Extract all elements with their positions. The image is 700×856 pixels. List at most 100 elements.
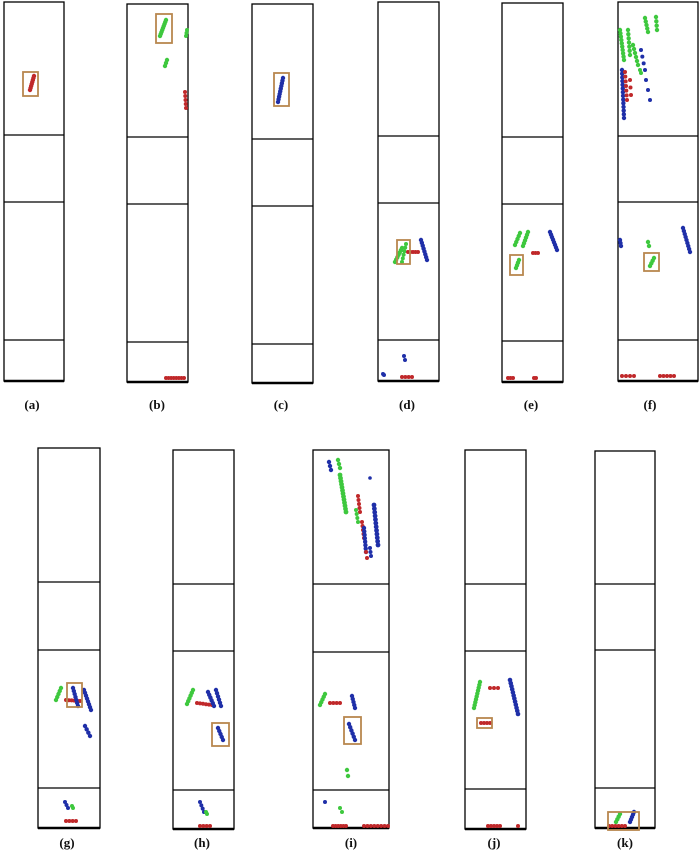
red-point bbox=[624, 84, 628, 88]
panel-caption-c: (c) bbox=[273, 397, 289, 412]
green-point bbox=[654, 19, 659, 24]
panel-caption-i: (i) bbox=[344, 835, 358, 850]
red-point bbox=[379, 824, 384, 828]
green-point bbox=[635, 62, 641, 68]
green-point bbox=[356, 520, 360, 524]
blue-point bbox=[515, 711, 521, 717]
red-track bbox=[658, 374, 676, 378]
red-point bbox=[195, 701, 199, 705]
green-point bbox=[631, 46, 637, 52]
panel-frame bbox=[312, 449, 390, 829]
panel-caption-h: (h) bbox=[194, 835, 210, 850]
red-point bbox=[482, 721, 486, 725]
blue-point bbox=[646, 88, 650, 92]
panel-caption-g: (g) bbox=[59, 835, 75, 850]
green-point bbox=[516, 257, 522, 263]
panel-d bbox=[377, 1, 440, 383]
green-track bbox=[335, 457, 343, 471]
blue-point bbox=[362, 532, 367, 538]
blue-point bbox=[620, 78, 625, 84]
blue-point bbox=[374, 535, 380, 541]
panel-caption-b: (b) bbox=[149, 397, 165, 412]
red-track bbox=[531, 251, 540, 255]
blue-point bbox=[621, 104, 626, 110]
blue-point bbox=[87, 733, 93, 739]
selection-box bbox=[66, 682, 83, 708]
green-point bbox=[399, 245, 405, 251]
panel-b bbox=[126, 3, 189, 384]
red-point bbox=[488, 686, 492, 690]
red-point bbox=[665, 374, 669, 378]
green-point bbox=[620, 44, 625, 49]
panel-e bbox=[501, 2, 564, 384]
blue-point bbox=[352, 705, 358, 711]
blue-point bbox=[328, 467, 334, 473]
red-point bbox=[183, 98, 188, 102]
red-point bbox=[70, 819, 75, 823]
red-point bbox=[328, 701, 332, 705]
green-track bbox=[617, 27, 627, 63]
blue-track bbox=[368, 546, 373, 558]
blue-point bbox=[363, 546, 368, 551]
blue-point bbox=[361, 525, 367, 531]
green-point bbox=[633, 54, 639, 60]
red-point bbox=[364, 550, 368, 554]
green-point bbox=[164, 57, 170, 63]
green-track bbox=[184, 687, 196, 707]
green-point bbox=[354, 512, 359, 516]
red-track bbox=[198, 824, 212, 828]
red-point bbox=[498, 824, 502, 828]
green-point bbox=[336, 461, 342, 467]
blue-track bbox=[627, 809, 637, 825]
red-point bbox=[620, 374, 624, 378]
red-point bbox=[623, 70, 627, 74]
red-point bbox=[536, 251, 540, 255]
red-point bbox=[204, 824, 209, 828]
red-point bbox=[492, 824, 496, 828]
panel-caption-j: (j) bbox=[487, 835, 501, 850]
green-point bbox=[400, 260, 404, 264]
red-track bbox=[620, 374, 636, 378]
green-point bbox=[184, 34, 188, 38]
blue-track bbox=[381, 372, 386, 377]
green-track bbox=[625, 27, 633, 58]
green-point bbox=[620, 47, 625, 53]
panel-j bbox=[464, 449, 527, 831]
red-point bbox=[488, 721, 492, 725]
green-point bbox=[344, 767, 350, 773]
panel-caption-k: (k) bbox=[617, 835, 633, 850]
blue-point bbox=[66, 806, 70, 810]
blue-track bbox=[547, 229, 560, 253]
blue-point bbox=[373, 524, 379, 530]
panel-h bbox=[172, 449, 235, 831]
red-point bbox=[610, 824, 615, 828]
blue-point bbox=[86, 730, 91, 735]
red-point bbox=[358, 510, 362, 514]
red-track bbox=[183, 90, 188, 110]
blue-point bbox=[621, 112, 627, 117]
blue-point bbox=[374, 528, 379, 533]
blue-point bbox=[368, 476, 372, 480]
green-track bbox=[471, 679, 483, 711]
green-point bbox=[651, 255, 657, 261]
green-point bbox=[354, 508, 358, 512]
red-point bbox=[489, 824, 493, 828]
red-point bbox=[624, 93, 629, 98]
red-point bbox=[624, 88, 629, 93]
red-point bbox=[365, 556, 369, 560]
red-point bbox=[628, 374, 632, 378]
red-point bbox=[386, 824, 390, 828]
blue-point bbox=[362, 536, 368, 541]
blue-track bbox=[639, 48, 647, 72]
selection-box bbox=[343, 716, 362, 745]
blue-point bbox=[374, 531, 380, 537]
blue-point bbox=[372, 513, 378, 519]
blue-point bbox=[375, 538, 381, 544]
green-track bbox=[338, 806, 344, 814]
green-point bbox=[644, 22, 649, 28]
red-point bbox=[344, 824, 348, 828]
green-point bbox=[646, 243, 652, 249]
blue-track bbox=[82, 723, 93, 739]
blue-point bbox=[362, 539, 368, 544]
